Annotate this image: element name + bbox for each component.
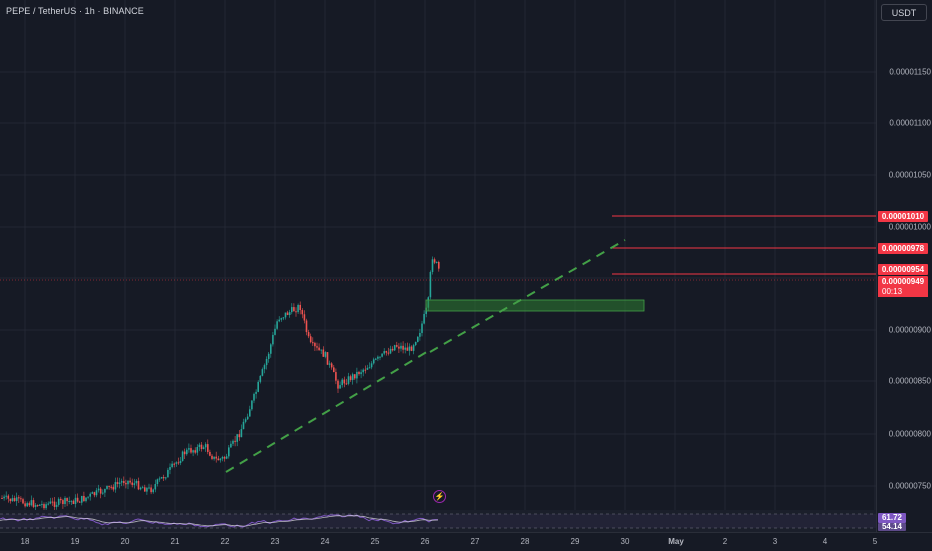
time-tick: 28 <box>520 537 530 546</box>
trendline-lower[interactable] <box>225 349 431 473</box>
price-tick: 0.00000800 <box>888 429 931 439</box>
time-tick: May <box>668 537 684 546</box>
rsi-chart <box>0 513 876 529</box>
candles <box>1 256 440 510</box>
price-tick: 0.00001000 <box>888 222 931 232</box>
time-axis[interactable]: 18 19 20 21 22 23 24 25 26 27 28 29 30 M… <box>0 532 932 551</box>
last-price-tag: 0.00000949 <box>878 276 928 287</box>
time-tick: 20 <box>120 537 130 546</box>
symbol-title[interactable]: PEPE / TetherUS · 1h · BINANCE <box>6 6 144 16</box>
time-tick: 2 <box>722 537 728 546</box>
price-tag-level-2: 0.00000978 <box>878 243 928 254</box>
price-tick: 0.00001150 <box>889 67 931 77</box>
price-tag-level-3: 0.00000954 <box>878 264 928 275</box>
lightning-bolt-icon[interactable]: ⚡ <box>433 490 446 503</box>
rsi-value-tag: 61.72 <box>878 513 906 523</box>
rsi-indicator-pane[interactable] <box>0 510 876 532</box>
time-tick: 3 <box>772 537 778 546</box>
time-tick: 25 <box>370 537 380 546</box>
time-tick: 19 <box>70 537 80 546</box>
time-tick: 18 <box>20 537 30 546</box>
trendline-upper[interactable] <box>429 239 626 353</box>
time-tick: 23 <box>270 537 280 546</box>
time-tick: 24 <box>320 537 330 546</box>
time-tick: 30 <box>620 537 630 546</box>
price-tick: 0.00001050 <box>888 170 931 180</box>
time-tick: 27 <box>470 537 480 546</box>
rsi-ma-line <box>0 515 439 527</box>
currency-button[interactable]: USDT <box>881 4 927 21</box>
time-tick: 26 <box>420 537 430 546</box>
candlestick-chart[interactable] <box>0 0 876 510</box>
rsi-ma-value-tag: 54.14 <box>878 523 906 531</box>
time-tick: 21 <box>170 537 180 546</box>
chart-pane[interactable]: PEPE / TetherUS · 1h · BINANCE ⚡ <box>0 0 876 510</box>
time-tick: 5 <box>872 537 878 546</box>
support-zone-rectangle[interactable] <box>425 299 645 312</box>
price-tick: 0.00000900 <box>888 325 931 335</box>
price-tick: 0.00001100 <box>889 118 931 128</box>
rsi-line <box>0 514 439 528</box>
time-tick: 29 <box>570 537 580 546</box>
time-tick: 4 <box>822 537 828 546</box>
time-tick: 22 <box>220 537 230 546</box>
grid-lines <box>0 0 876 510</box>
price-tick: 0.00000850 <box>888 376 931 386</box>
candle-countdown: 00:13 <box>878 286 928 297</box>
price-tick: 0.00000750 <box>888 481 931 491</box>
price-tag-level-1: 0.00001010 <box>878 211 928 222</box>
